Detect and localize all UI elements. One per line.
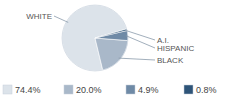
- leader-line: [126, 36, 155, 48]
- leader-line: [119, 58, 155, 60]
- legend-swatch: [3, 85, 12, 94]
- pie-slice: [95, 31, 128, 41]
- legend-label: 74.4%: [15, 85, 41, 95]
- pie-slice: [95, 29, 127, 38]
- pie-outline: [62, 5, 128, 71]
- legend-swatch: [126, 85, 135, 94]
- legend-label: 4.9%: [138, 85, 159, 95]
- slice-label: BLACK: [157, 56, 184, 65]
- legend-swatch: [184, 85, 193, 94]
- legend-label: 20.0%: [76, 85, 102, 95]
- legend-label: 0.8%: [196, 85, 217, 95]
- leader-line: [125, 30, 155, 40]
- pie-slice: [95, 38, 128, 70]
- legend-swatch: [64, 85, 73, 94]
- slice-label: HISPANIC: [157, 44, 194, 53]
- leader-line: [54, 16, 68, 22]
- slice-label: A.I.: [157, 36, 169, 45]
- chart: WHITE BLACK HISPANICA.I. 74.4% 20.0% 4.9% 0.8%: [0, 0, 240, 100]
- slice-label: WHITE: [26, 12, 52, 21]
- pie: [62, 5, 128, 71]
